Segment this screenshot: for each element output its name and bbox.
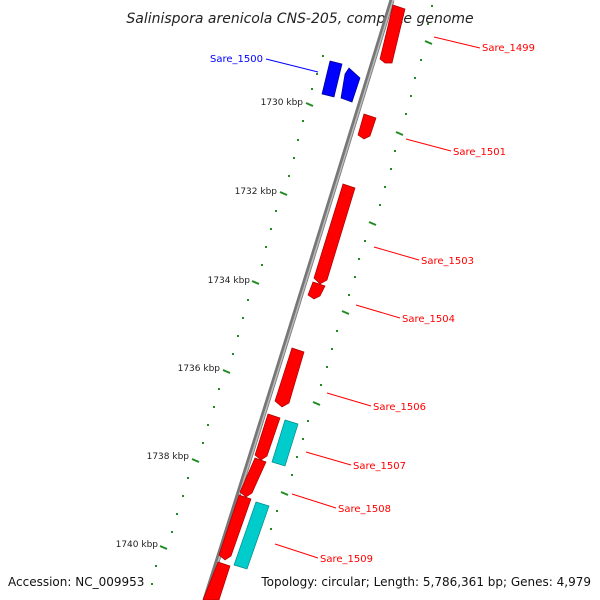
inner-major-tick bbox=[222, 369, 231, 374]
gene-sare-1500[interactable] bbox=[340, 67, 361, 103]
topology-text: Topology: circular; Length: 5,786,361 bp… bbox=[261, 575, 591, 589]
tick-label: 1736 kbp bbox=[178, 364, 221, 374]
gene-sare-1503[interactable] bbox=[313, 183, 356, 285]
gene-sare-1507b[interactable] bbox=[239, 457, 267, 498]
gene-sare-1506[interactable] bbox=[274, 347, 305, 408]
outer-major-tick bbox=[312, 401, 321, 406]
inner-major-tick bbox=[191, 458, 200, 463]
inner-major-tick bbox=[251, 280, 260, 285]
inner-major-tick bbox=[279, 191, 288, 196]
gene-sare-1509[interactable] bbox=[202, 561, 231, 600]
leader-line bbox=[265, 58, 319, 73]
gene-label[interactable]: Sare_1504 bbox=[402, 314, 455, 325]
gene-label[interactable]: Sare_1508 bbox=[338, 504, 391, 515]
gene-label[interactable]: Sare_1506 bbox=[373, 402, 426, 413]
gene-sare-1501[interactable] bbox=[357, 113, 377, 140]
gene-cyan-2[interactable] bbox=[233, 501, 270, 570]
inner-major-tick bbox=[159, 545, 168, 550]
gene-label[interactable]: Sare_1501 bbox=[453, 147, 506, 158]
gene-cyan-1[interactable] bbox=[271, 419, 299, 467]
gene-sare-1508[interactable] bbox=[218, 494, 252, 561]
outer-major-tick bbox=[280, 491, 289, 496]
leader-line bbox=[355, 304, 401, 319]
tick-label: 1740 kbp bbox=[116, 540, 159, 550]
tick-label: 1730 kbp bbox=[261, 98, 304, 108]
leader-line bbox=[291, 493, 337, 509]
leader-line bbox=[305, 451, 352, 466]
gene-sare-1504[interactable] bbox=[307, 281, 326, 300]
gene-label[interactable]: Sare_1509 bbox=[320, 554, 373, 565]
tick-label: 1732 kbp bbox=[235, 187, 278, 197]
outer-major-tick bbox=[368, 221, 377, 226]
tick-label: 1734 kbp bbox=[208, 276, 251, 286]
leader-line bbox=[326, 392, 372, 407]
gene-label[interactable]: Sare_1499 bbox=[482, 43, 535, 54]
leader-lines bbox=[265, 36, 481, 559]
gene-label[interactable]: Sare_1500 bbox=[210, 54, 263, 65]
gene-sare-1499[interactable] bbox=[379, 4, 406, 64]
map-title: Salinispora arenicola CNS-205, complete … bbox=[126, 11, 473, 27]
outer-major-tick bbox=[341, 310, 350, 315]
accession-text: Accession: NC_009953 bbox=[8, 575, 145, 589]
leader-line bbox=[373, 246, 420, 261]
forward-genes bbox=[202, 4, 406, 600]
gene-label[interactable]: Sare_1503 bbox=[421, 256, 474, 267]
cyan-genes bbox=[233, 419, 299, 570]
reverse-genes bbox=[321, 60, 361, 103]
outer-major-tick bbox=[395, 131, 404, 136]
leader-line bbox=[405, 138, 452, 152]
gene-sare-1507[interactable] bbox=[254, 413, 281, 461]
outer-major-tick bbox=[424, 40, 433, 45]
gene-label[interactable]: Sare_1507 bbox=[353, 461, 406, 472]
inner-major-tick bbox=[305, 102, 314, 107]
genome-backbone bbox=[202, 0, 395, 600]
leader-line bbox=[433, 36, 481, 49]
inner-tick-track bbox=[151, 55, 324, 585]
leader-line bbox=[274, 543, 319, 559]
gene-sare-1500a[interactable] bbox=[321, 60, 343, 98]
outer-tick-track bbox=[270, 5, 433, 530]
tick-label: 1738 kbp bbox=[147, 452, 190, 462]
